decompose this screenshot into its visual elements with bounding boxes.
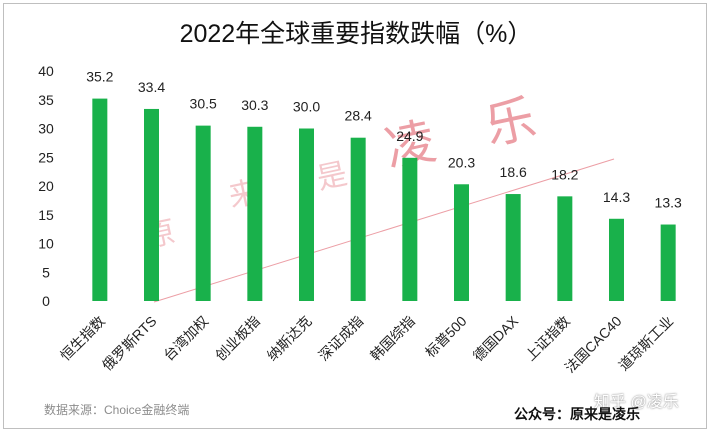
data-label: 14.3: [603, 189, 630, 205]
category-label: 恒生指数: [57, 313, 108, 364]
category-label: 法国CAC40: [562, 313, 625, 376]
bar: [505, 194, 521, 301]
watermark-glyph: 是: [314, 156, 351, 196]
wechat-account: 公众号：原来是凌乐: [514, 406, 640, 422]
bar: [299, 128, 314, 301]
category-label: 纳斯达克: [264, 313, 315, 364]
category-label: 道琼斯工业: [615, 313, 676, 374]
bar-chart: 原来是凌乐 0510152025303540 35.233.430.5 30.3 3…: [38, 63, 682, 376]
data-labels: 35.2 33.4 30.5 30.3 30.0 28.4 24.9 20.3 18.6 18.2…: [86, 69, 682, 211]
source-note: 数据来源：Choice金融终端: [44, 403, 190, 417]
chart-title: 2022年全球重要指数跌幅（%）: [179, 20, 533, 48]
y-tick-label: 25: [38, 149, 54, 165]
data-label: 13.3: [655, 195, 682, 211]
category-label: 俄罗斯RTS: [99, 313, 160, 374]
data-label: 24.9: [396, 128, 423, 144]
bar: [402, 157, 418, 301]
watermark-line: [153, 158, 615, 303]
y-tick-label: 5: [42, 264, 50, 280]
category-label: 台湾加权: [160, 313, 211, 364]
y-tick-label: 15: [38, 207, 54, 223]
y-axis-ticks: 0 5 10 15 20 25 30 35 40: [38, 63, 54, 309]
y-tick-label: 10: [38, 236, 54, 252]
bar: [557, 196, 573, 301]
y-tick-label: 35: [38, 92, 54, 108]
data-label: 30.5: [190, 96, 217, 112]
data-label: 30.0: [293, 99, 320, 115]
category-label: 标普500: [422, 313, 470, 361]
data-label: 18.6: [500, 164, 527, 180]
y-tick-label: 30: [38, 121, 54, 137]
data-label: 33.4: [138, 79, 165, 95]
bar: [454, 184, 469, 301]
bars: [92, 98, 676, 302]
y-tick-label: 20: [38, 178, 54, 194]
category-label: 深证成指: [315, 313, 366, 364]
bar: [144, 108, 159, 301]
data-label: 28.4: [345, 108, 372, 124]
category-label: 德国DAX: [470, 312, 522, 364]
y-tick-label: 40: [38, 63, 54, 79]
y-tick-label: 0: [42, 293, 50, 309]
bar: [92, 98, 108, 301]
bar: [660, 224, 676, 301]
bar: [350, 137, 366, 301]
bar: [609, 218, 624, 301]
bar: [247, 126, 263, 302]
data-label: 20.3: [448, 154, 475, 170]
bar: [195, 125, 211, 301]
data-label: 30.3: [241, 97, 268, 113]
category-label: 创业板指: [212, 313, 263, 364]
watermark: 原来是凌乐: [142, 89, 615, 303]
category-label: 韩国综指: [367, 313, 418, 364]
watermark-glyph: 乐: [480, 89, 541, 156]
category-label: 上证指数: [522, 313, 573, 364]
data-label: 35.2: [86, 69, 113, 85]
zhihu-watermark: 知乎 @凌乐: [594, 394, 679, 411]
data-label: 18.2: [551, 166, 578, 182]
chart-frame: 2022年全球重要指数跌幅（%） 原来是凌乐 0 5 10 15 20 25 30 35 40 …: [3, 3, 707, 429]
